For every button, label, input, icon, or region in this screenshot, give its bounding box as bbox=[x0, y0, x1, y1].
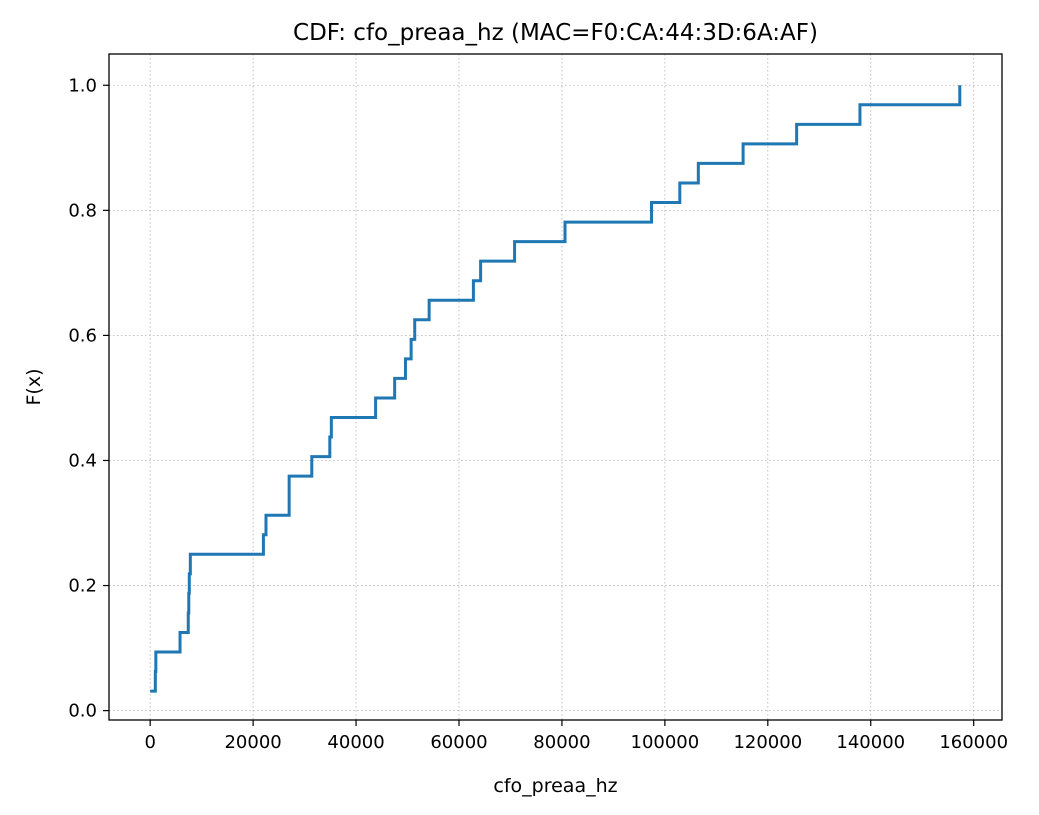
y-tick-label: 0.0 bbox=[68, 701, 97, 722]
x-tick-label: 20000 bbox=[224, 732, 281, 753]
cdf-step-line bbox=[150, 85, 962, 693]
chart-title: CDF: cfo_preaa_hz (MAC=F0:CA:44:3D:6A:AF… bbox=[293, 20, 818, 46]
y-tick-label: 1.0 bbox=[68, 75, 97, 96]
y-axis-label: F(x) bbox=[23, 369, 45, 406]
plot-frame bbox=[108, 53, 1003, 721]
y-tick-label: 0.6 bbox=[68, 325, 97, 346]
series-group bbox=[150, 85, 962, 693]
x-tick-label: 80000 bbox=[533, 732, 590, 753]
x-tick-label: 120000 bbox=[733, 732, 802, 753]
y-tick-label: 0.8 bbox=[68, 200, 97, 221]
x-tick-label: 140000 bbox=[836, 732, 905, 753]
x-tick-label: 100000 bbox=[631, 732, 700, 753]
x-tick-label: 60000 bbox=[430, 732, 487, 753]
y-axis: 0.0 0.2 0.4 0.6 0.8 1.0 bbox=[68, 75, 109, 722]
y-tick-label: 0.2 bbox=[68, 576, 97, 597]
grid bbox=[109, 54, 1002, 720]
x-axis: 0 20000 40000 60000 80000 100000 120000 140000 1… bbox=[144, 720, 1008, 753]
x-axis-label: cfo_preaa_hz bbox=[493, 775, 617, 797]
x-tick-label: 40000 bbox=[327, 732, 384, 753]
x-tick-label: 0 bbox=[144, 732, 155, 753]
y-tick-label: 0.4 bbox=[68, 450, 97, 471]
x-tick-label: 160000 bbox=[939, 732, 1008, 753]
